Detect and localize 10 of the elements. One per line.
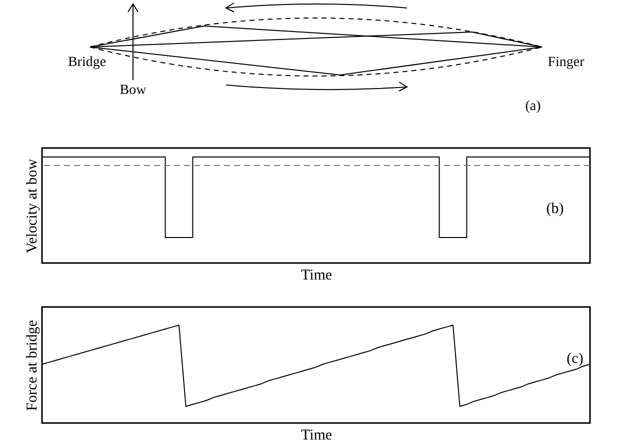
text: (a) <box>525 99 541 115</box>
y-axis-title: Velocity at bow <box>24 158 40 254</box>
text: Finger <box>548 55 584 71</box>
text: Bridge <box>68 55 106 71</box>
annotation: (b) <box>546 201 564 217</box>
x-axis-title: Time <box>300 268 332 284</box>
y-axis-title: Force at bridge <box>24 320 40 411</box>
text: Bow <box>120 83 146 99</box>
x-axis-title: Time <box>300 428 332 444</box>
annotation: (c) <box>566 351 584 367</box>
